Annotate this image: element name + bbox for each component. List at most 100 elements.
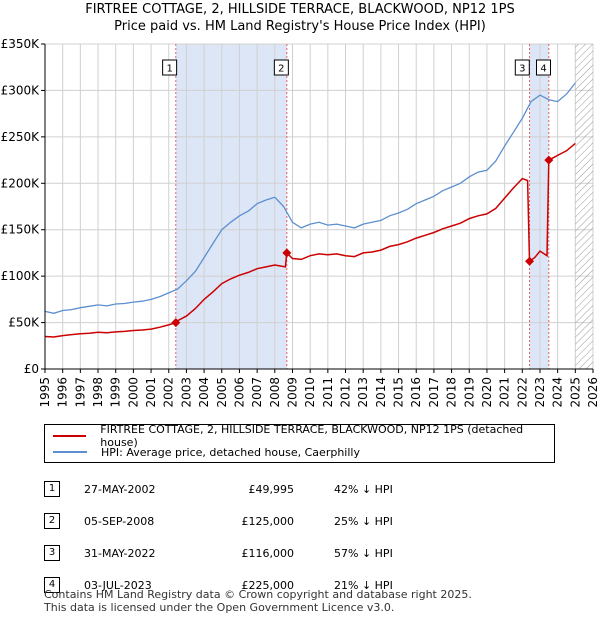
sale-period-band: [529, 44, 549, 369]
chart-subtitle: Price paid vs. HM Land Registry's House …: [114, 19, 486, 34]
sale-markers: [171, 155, 554, 328]
x-tick-label: 2003: [179, 377, 193, 408]
x-tick-label: 2008: [268, 377, 282, 408]
sale-number-badge: 4: [44, 577, 60, 593]
x-tick-label: 2000: [126, 377, 140, 408]
x-tick-label: 2012: [339, 377, 353, 408]
x-tick-label: 2011: [321, 377, 335, 408]
sale-number-label: 4: [540, 64, 546, 75]
x-tick-label: 2023: [533, 377, 547, 408]
sale-period-band: [175, 44, 287, 369]
y-tick-label: £250K: [1, 130, 41, 144]
y-tick-label: £0: [24, 362, 39, 376]
x-tick-label: 2025: [568, 377, 582, 408]
sale-hpi-diff: 21% ↓ HPI: [334, 578, 393, 592]
x-tick-label: 2010: [303, 377, 317, 408]
sale-number-badge: 3: [44, 545, 60, 561]
x-tick-label: 2014: [374, 377, 388, 408]
x-tick-label: 2020: [480, 377, 494, 408]
property-price-line: [44, 142, 576, 338]
table-row: 3 31-MAY-2022 £116,000 57% ↓ HPI: [44, 537, 454, 569]
sale-number-badge: 2: [44, 513, 60, 529]
sale-price: £225,000: [241, 578, 295, 592]
sale-date: 27-MAY-2002: [84, 482, 156, 496]
sale-number-box-frame: [536, 59, 552, 76]
sale-date: 03-JUL-2023: [84, 578, 152, 592]
price-chart: 1 2 3 4 £0 £50K £100K £150K £200K £250K £300K £350…: [1, 37, 600, 408]
chart-title: FIRTREE COTTAGE, 2, HILLSIDE TERRACE, BL…: [85, 2, 515, 17]
table-row: 2 05-SEP-2008 £125,000 25% ↓ HPI: [44, 505, 454, 537]
sale-hpi-diff: 42% ↓ HPI: [334, 482, 393, 496]
sale-number-box: 3: [514, 59, 530, 76]
x-tick-label: 1999: [109, 377, 123, 408]
x-tick-label: 2002: [162, 377, 176, 408]
sale-price: £125,000: [241, 514, 295, 528]
sale-date: 31-MAY-2022: [84, 546, 156, 560]
x-tick-label: 2013: [356, 377, 370, 408]
x-tick-label: 2004: [197, 377, 211, 408]
sale-hpi-diff: 57% ↓ HPI: [334, 546, 393, 560]
legend-label-property: FIRTREE COTTAGE, 2, HILLSIDE TERRACE, BL…: [100, 423, 524, 449]
sale-number-box-frame: [162, 59, 178, 76]
x-tick-label: 2024: [551, 377, 565, 408]
sale-number-box: 4: [536, 59, 552, 76]
y-tick-label: £50K: [8, 316, 40, 330]
x-tick-label: 2015: [392, 377, 406, 408]
sale-hpi-diff: 25% ↓ HPI: [334, 514, 393, 528]
sale-marker: [282, 248, 292, 258]
footer-licence: This data is licensed under the Open Gov…: [44, 601, 395, 614]
series-lines: [44, 82, 576, 338]
sale-number-box: 1: [162, 59, 178, 76]
sale-number-badge: 1: [44, 481, 60, 497]
y-tick-label: £150K: [1, 223, 41, 237]
y-tick-label: £200K: [1, 176, 41, 190]
x-tick-label: 1995: [38, 377, 52, 408]
sale-price: £116,000: [241, 546, 295, 560]
sale-price: £49,995: [248, 482, 295, 496]
sale-date: 05-SEP-2008: [84, 514, 155, 528]
sale-marker: [171, 318, 181, 328]
x-tick-label: 1997: [73, 377, 87, 408]
sale-number-box-frame: [273, 59, 289, 76]
x-tick-label: 2022: [515, 377, 529, 408]
sales-table: 1 27-MAY-2002 £49,995 42% ↓ HPI 2 05-SEP…: [44, 473, 454, 601]
x-tick-label: 2007: [250, 377, 264, 408]
x-tick-label: 2019: [462, 377, 476, 408]
x-tick-label: 2005: [215, 377, 229, 408]
x-tick-label: 1998: [91, 377, 105, 408]
footer-copyright: Contains HM Land Registry data © Crown c…: [44, 588, 472, 601]
sale-number-boxes: 1 2 3 4: [162, 59, 552, 76]
x-tick-label: 2001: [144, 377, 158, 408]
legend-swatch-hpi: [53, 451, 87, 453]
sale-number-label: 2: [278, 64, 284, 75]
x-axis-ticks: 1995 1996 1997 1998 1999 2000 2001 2002 2003 2004…: [38, 44, 600, 408]
sale-marker: [544, 155, 554, 165]
sale-number-label: 3: [519, 64, 525, 75]
sale-marker: [525, 256, 535, 266]
sale-number-label: 1: [166, 64, 172, 75]
x-tick-label: 2026: [586, 377, 600, 408]
grid-lines: [44, 43, 594, 370]
y-tick-label: £300K: [1, 83, 41, 97]
hpi-line: [44, 82, 576, 314]
y-tick-label: £350K: [1, 37, 41, 51]
sale-number-box-frame: [514, 59, 530, 76]
sale-number-box: 2: [273, 59, 289, 76]
x-tick-label: 2017: [427, 377, 441, 408]
x-tick-label: 2016: [409, 377, 423, 408]
x-tick-label: 2021: [498, 377, 512, 408]
y-axis-ticks: £0 £50K £100K £150K £200K £250K £300K £350K: [1, 37, 45, 376]
y-tick-label: £100K: [1, 269, 41, 283]
sale-period-shading: [175, 44, 549, 369]
legend-item-property: FIRTREE COTTAGE, 2, HILLSIDE TERRACE, BL…: [53, 423, 554, 449]
future-hatch-area: [575, 44, 593, 369]
x-tick-label: 2006: [232, 377, 246, 408]
legend-swatch-property: [53, 435, 87, 437]
table-row: 1 27-MAY-2002 £49,995 42% ↓ HPI: [44, 473, 454, 505]
x-tick-label: 2018: [445, 377, 459, 408]
x-tick-label: 1996: [56, 377, 70, 408]
future-hatch: [575, 44, 593, 369]
legend: FIRTREE COTTAGE, 2, HILLSIDE TERRACE, BL…: [44, 423, 555, 463]
legend-item-hpi: HPI: Average price, detached house, Caer…: [53, 445, 360, 459]
table-row: 4 03-JUL-2023 £225,000 21% ↓ HPI: [44, 569, 454, 601]
